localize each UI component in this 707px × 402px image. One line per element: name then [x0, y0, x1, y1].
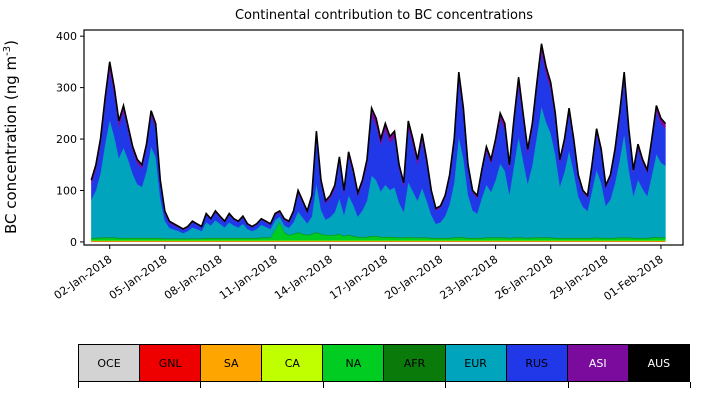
- legend-axis-tick: [322, 382, 324, 388]
- legend-label: OCE: [97, 356, 121, 370]
- legend-item-gnl: GNL: [139, 344, 202, 382]
- legend-label: CA: [284, 356, 300, 370]
- legend-item-asi: ASI: [566, 344, 629, 382]
- y-tick-label: 100: [56, 184, 77, 197]
- x-tick-label: 14-Jan-2018: [272, 253, 335, 302]
- legend-label: ASI: [588, 356, 607, 370]
- x-tick-label: 08-Jan-2018: [162, 253, 225, 302]
- x-tick-label: 29-Jan-2018: [548, 253, 611, 302]
- x-tick-label: 02-Jan-2018: [52, 253, 115, 302]
- legend: OCE GNL SA CA NA AFR EUR RUS ASI AUS: [78, 344, 690, 382]
- legend-item-ca: CA: [261, 344, 324, 382]
- legend-label: EUR: [464, 356, 487, 370]
- legend-axis-tick: [567, 382, 569, 388]
- chart-canvas: Continental contribution to BC concentra…: [2, 8, 684, 303]
- legend-label: NA: [345, 356, 362, 370]
- legend-item-sa: SA: [200, 344, 263, 382]
- x-tick-label: 05-Jan-2018: [107, 253, 170, 302]
- stacked-areas: [90, 43, 667, 243]
- total-line: [90, 43, 667, 230]
- legend-label: RUS: [525, 356, 549, 370]
- x-tick-label: 20-Jan-2018: [382, 253, 445, 302]
- legend-axis-tick: [78, 382, 79, 388]
- y-tick-label: 0: [70, 236, 77, 249]
- legend-label: SA: [223, 356, 239, 370]
- legend-axis-tick: [445, 382, 447, 388]
- chart-title: Continental contribution to BC concentra…: [235, 8, 533, 23]
- legend-axis-tick: [690, 382, 691, 388]
- y-tick-label: 400: [56, 30, 77, 43]
- y-axis-label: BC concentration (ng m-3): [2, 40, 20, 234]
- x-tick-label: 23-Jan-2018: [438, 253, 501, 302]
- x-tick-label: 11-Jan-2018: [217, 253, 280, 302]
- y-tick-label: 300: [56, 82, 77, 95]
- y-tick-label: 200: [56, 133, 77, 146]
- x-tick-label: 01-Feb-2018: [601, 253, 665, 303]
- legend-axis-tick: [200, 382, 202, 388]
- x-tick-label: 26-Jan-2018: [493, 253, 556, 302]
- plot-border: [83, 29, 684, 246]
- legend-label: AUS: [647, 356, 671, 370]
- legend-item-na: NA: [322, 344, 385, 382]
- legend-item-eur: EUR: [444, 344, 507, 382]
- legend-item-aus: AUS: [627, 344, 690, 382]
- legend-label: AFR: [403, 356, 426, 370]
- legend-item-rus: RUS: [505, 344, 568, 382]
- legend-item-oce: OCE: [78, 344, 141, 382]
- x-tick-label: 17-Jan-2018: [327, 253, 390, 302]
- legend-item-afr: AFR: [383, 344, 446, 382]
- legend-label: GNL: [158, 356, 182, 370]
